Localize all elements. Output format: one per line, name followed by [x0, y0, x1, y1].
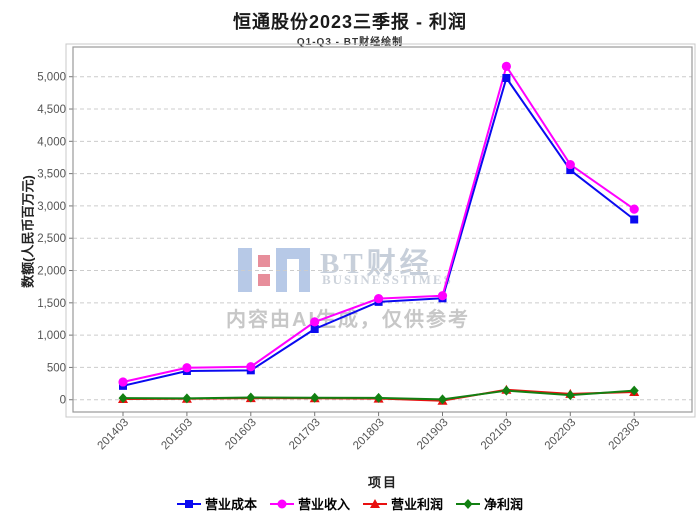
- marker-diamond: [310, 392, 320, 403]
- legend-triangle-icon: [363, 498, 387, 508]
- x-tick-label: 201403: [96, 417, 132, 453]
- y-tick-label: 5,000: [37, 72, 66, 84]
- marker-diamond: [246, 392, 256, 403]
- y-tick-label: 1,500: [37, 298, 66, 310]
- x-axis-title: 项目: [367, 475, 398, 490]
- legend: 营业成本 营业收入 营业利润 净利润: [0, 494, 700, 513]
- marker-circle: [182, 363, 192, 373]
- marker-square: [502, 74, 511, 83]
- y-tick-label: 4,500: [37, 104, 66, 116]
- y-tick-label: 500: [47, 362, 66, 374]
- marker-circle: [374, 294, 384, 304]
- y-tick-label: 4,000: [37, 136, 66, 148]
- marker-circle: [565, 159, 575, 170]
- marker-circle: [437, 291, 448, 301]
- marker-circle: [118, 377, 128, 387]
- marker-circle: [246, 362, 256, 372]
- marker-circle: [629, 204, 639, 214]
- marker-diamond: [438, 394, 447, 405]
- x-tick-label: 201603: [223, 417, 259, 453]
- legend-diamond-icon: [456, 498, 481, 509]
- outer-frame: [65, 43, 696, 418]
- x-tick-label: 202203: [543, 417, 579, 453]
- x-tick-label: 201503: [159, 417, 195, 453]
- x-tick-label: 201703: [287, 417, 323, 453]
- marker-square: [630, 215, 639, 224]
- marker-diamond: [374, 392, 384, 403]
- x-tick-label: 202303: [607, 417, 643, 453]
- plot-frame: [72, 46, 693, 413]
- x-tick-label: 202103: [479, 417, 515, 453]
- marker-square: [310, 324, 319, 333]
- y-tick-label: 2,000: [37, 266, 66, 278]
- marker-diamond: [565, 390, 575, 401]
- marker-diamond: [629, 385, 639, 396]
- marker-diamond: [118, 393, 128, 404]
- legend-label: 净利润: [484, 497, 524, 512]
- marker-diamond: [501, 385, 511, 396]
- y-tick-label: 0: [60, 395, 66, 407]
- legend-label: 营业成本: [204, 497, 257, 512]
- x-tick-label: 201903: [415, 417, 451, 453]
- series-line-square: [122, 77, 635, 387]
- marker-square: [566, 166, 575, 175]
- legend-item-0: 营业成本: [176, 494, 257, 513]
- legend-item-3: 净利润: [456, 494, 523, 513]
- y-axis-title: 数额(人民币百万元): [20, 175, 36, 288]
- marker-diamond: [182, 393, 192, 404]
- legend-label: 营业收入: [297, 497, 350, 512]
- chart-subtitle: Q1-Q3 - BT财经绘制: [296, 37, 404, 48]
- legend-square-icon: [176, 499, 201, 508]
- chart-title: 恒通股份2023三季报 - 利润: [232, 12, 468, 32]
- y-tick-label: 3,500: [37, 169, 66, 181]
- y-tick-label: 1,000: [37, 330, 66, 342]
- x-tick-label: 201803: [351, 417, 387, 453]
- series-line-circle: [122, 65, 635, 383]
- y-tick-label: 2,500: [37, 233, 66, 245]
- y-tick-label: 3,000: [37, 201, 66, 213]
- marker-circle: [310, 317, 320, 327]
- legend-label: 营业利润: [391, 497, 444, 512]
- marker-circle: [501, 61, 511, 71]
- legend-item-2: 营业利润: [363, 494, 443, 513]
- legend-circle-icon: [269, 499, 294, 508]
- legend-item-1: 营业收入: [269, 494, 350, 513]
